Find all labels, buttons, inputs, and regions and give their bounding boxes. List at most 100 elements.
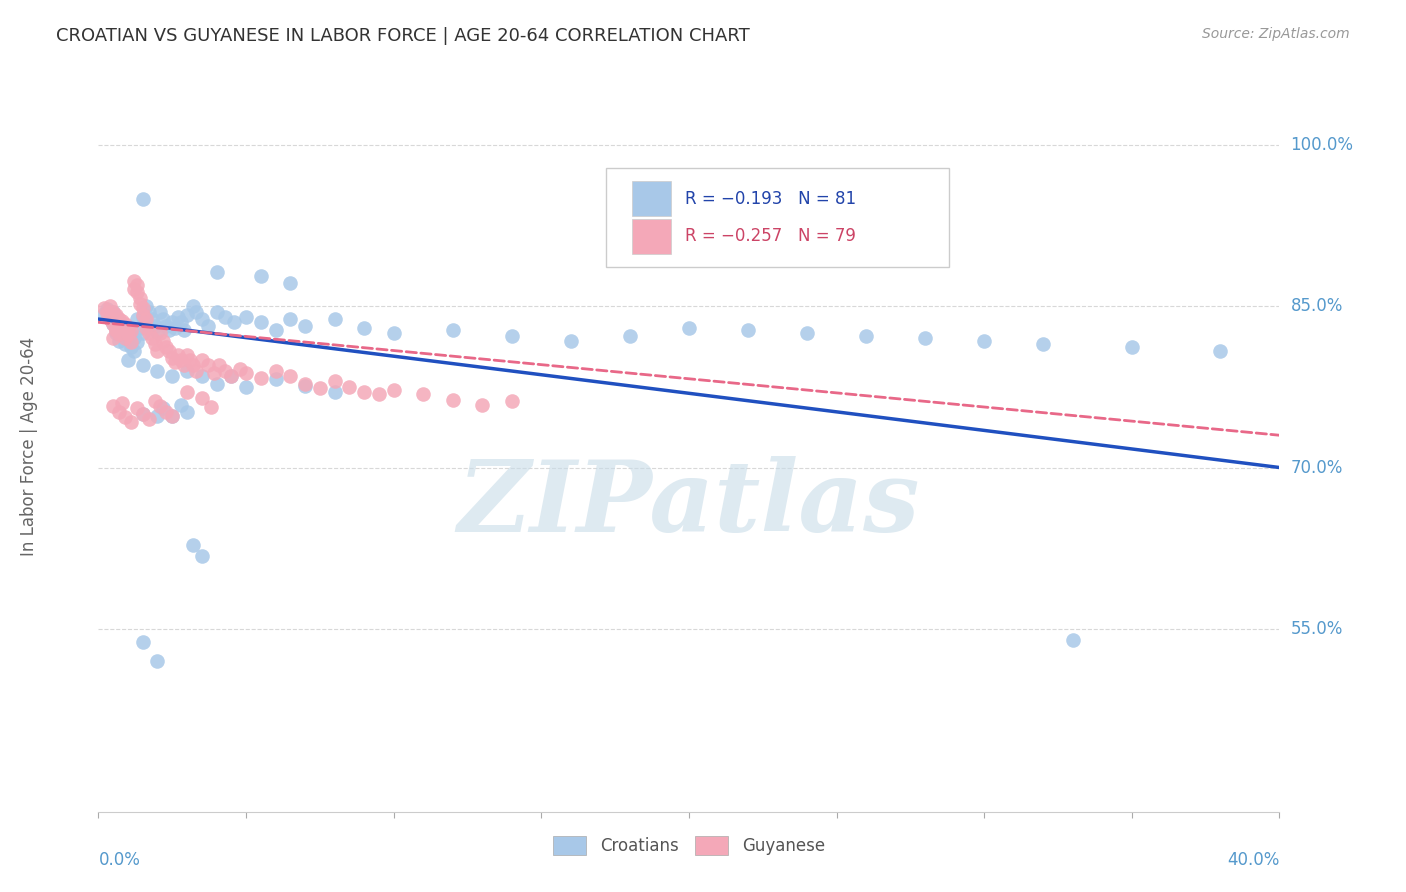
- Point: [208, 359, 231, 373]
- Point: [149, 304, 172, 318]
- Point: [162, 409, 183, 423]
- Point: [122, 282, 145, 296]
- Text: 55.0%: 55.0%: [1291, 620, 1343, 638]
- Point: [191, 549, 214, 563]
- Point: [122, 344, 145, 359]
- Point: [280, 312, 302, 326]
- Point: [382, 326, 405, 340]
- Point: [441, 323, 464, 337]
- Point: [103, 399, 125, 413]
- Point: [181, 538, 204, 552]
- Point: [117, 331, 139, 345]
- Point: [221, 369, 243, 384]
- Point: [368, 387, 391, 401]
- Point: [143, 336, 166, 351]
- Point: [103, 304, 125, 318]
- Point: [162, 409, 183, 423]
- Text: 100.0%: 100.0%: [1291, 136, 1354, 153]
- Point: [205, 304, 228, 318]
- Point: [132, 308, 155, 322]
- Point: [205, 376, 228, 391]
- Point: [1062, 632, 1084, 647]
- Point: [914, 331, 936, 345]
- Point: [229, 361, 252, 376]
- Point: [108, 312, 131, 326]
- Point: [98, 299, 121, 313]
- Point: [323, 385, 346, 400]
- Point: [353, 320, 375, 334]
- Point: [103, 318, 125, 332]
- Point: [181, 299, 204, 313]
- Point: [309, 381, 332, 395]
- Point: [105, 323, 128, 337]
- Point: [155, 318, 177, 333]
- Point: [132, 407, 155, 421]
- Point: [184, 304, 207, 318]
- Point: [135, 312, 157, 326]
- Point: [165, 320, 187, 334]
- Point: [176, 364, 198, 378]
- Point: [149, 326, 172, 340]
- Text: R = −0.257   N = 79: R = −0.257 N = 79: [685, 227, 856, 245]
- Point: [108, 334, 131, 348]
- Point: [146, 344, 169, 359]
- Point: [501, 393, 523, 408]
- Point: [737, 323, 759, 337]
- Point: [132, 192, 155, 206]
- Point: [264, 323, 287, 337]
- Point: [323, 312, 346, 326]
- Point: [114, 318, 136, 332]
- Point: [173, 359, 195, 373]
- Point: [167, 347, 190, 362]
- Point: [125, 401, 148, 416]
- Point: [103, 331, 125, 345]
- Point: [120, 334, 142, 349]
- Point: [117, 325, 139, 339]
- Text: 85.0%: 85.0%: [1291, 297, 1343, 315]
- Point: [197, 318, 219, 333]
- Point: [117, 353, 139, 368]
- Point: [155, 404, 177, 418]
- Point: [412, 387, 434, 401]
- Point: [235, 310, 257, 324]
- Point: [1209, 344, 1232, 359]
- Point: [353, 385, 375, 400]
- Point: [224, 315, 246, 329]
- Point: [117, 320, 139, 334]
- Point: [200, 401, 222, 415]
- Point: [138, 326, 160, 340]
- Point: [250, 268, 273, 283]
- Point: [235, 380, 257, 394]
- Point: [176, 404, 198, 418]
- Point: [128, 291, 150, 305]
- Point: [146, 409, 169, 423]
- Point: [114, 322, 136, 336]
- Point: [125, 334, 148, 349]
- Point: [146, 654, 169, 668]
- Point: [1032, 336, 1054, 351]
- Point: [125, 277, 148, 292]
- Point: [294, 378, 316, 392]
- Point: [471, 398, 494, 412]
- Text: In Labor Force | Age 20-64: In Labor Force | Age 20-64: [20, 336, 38, 556]
- Point: [108, 315, 131, 329]
- Point: [441, 392, 464, 407]
- Point: [1121, 340, 1143, 354]
- Bar: [633, 181, 671, 217]
- Point: [93, 307, 115, 321]
- Point: [125, 312, 148, 326]
- Point: [280, 369, 302, 384]
- Point: [111, 314, 134, 328]
- Point: [114, 336, 136, 351]
- Point: [264, 364, 287, 378]
- Point: [973, 334, 995, 348]
- Point: [120, 328, 142, 343]
- Point: [96, 305, 118, 319]
- Bar: [633, 219, 671, 253]
- Point: [135, 299, 157, 313]
- Point: [619, 329, 641, 343]
- Point: [103, 318, 125, 332]
- Point: [855, 329, 877, 343]
- Point: [141, 331, 163, 345]
- Point: [197, 359, 219, 373]
